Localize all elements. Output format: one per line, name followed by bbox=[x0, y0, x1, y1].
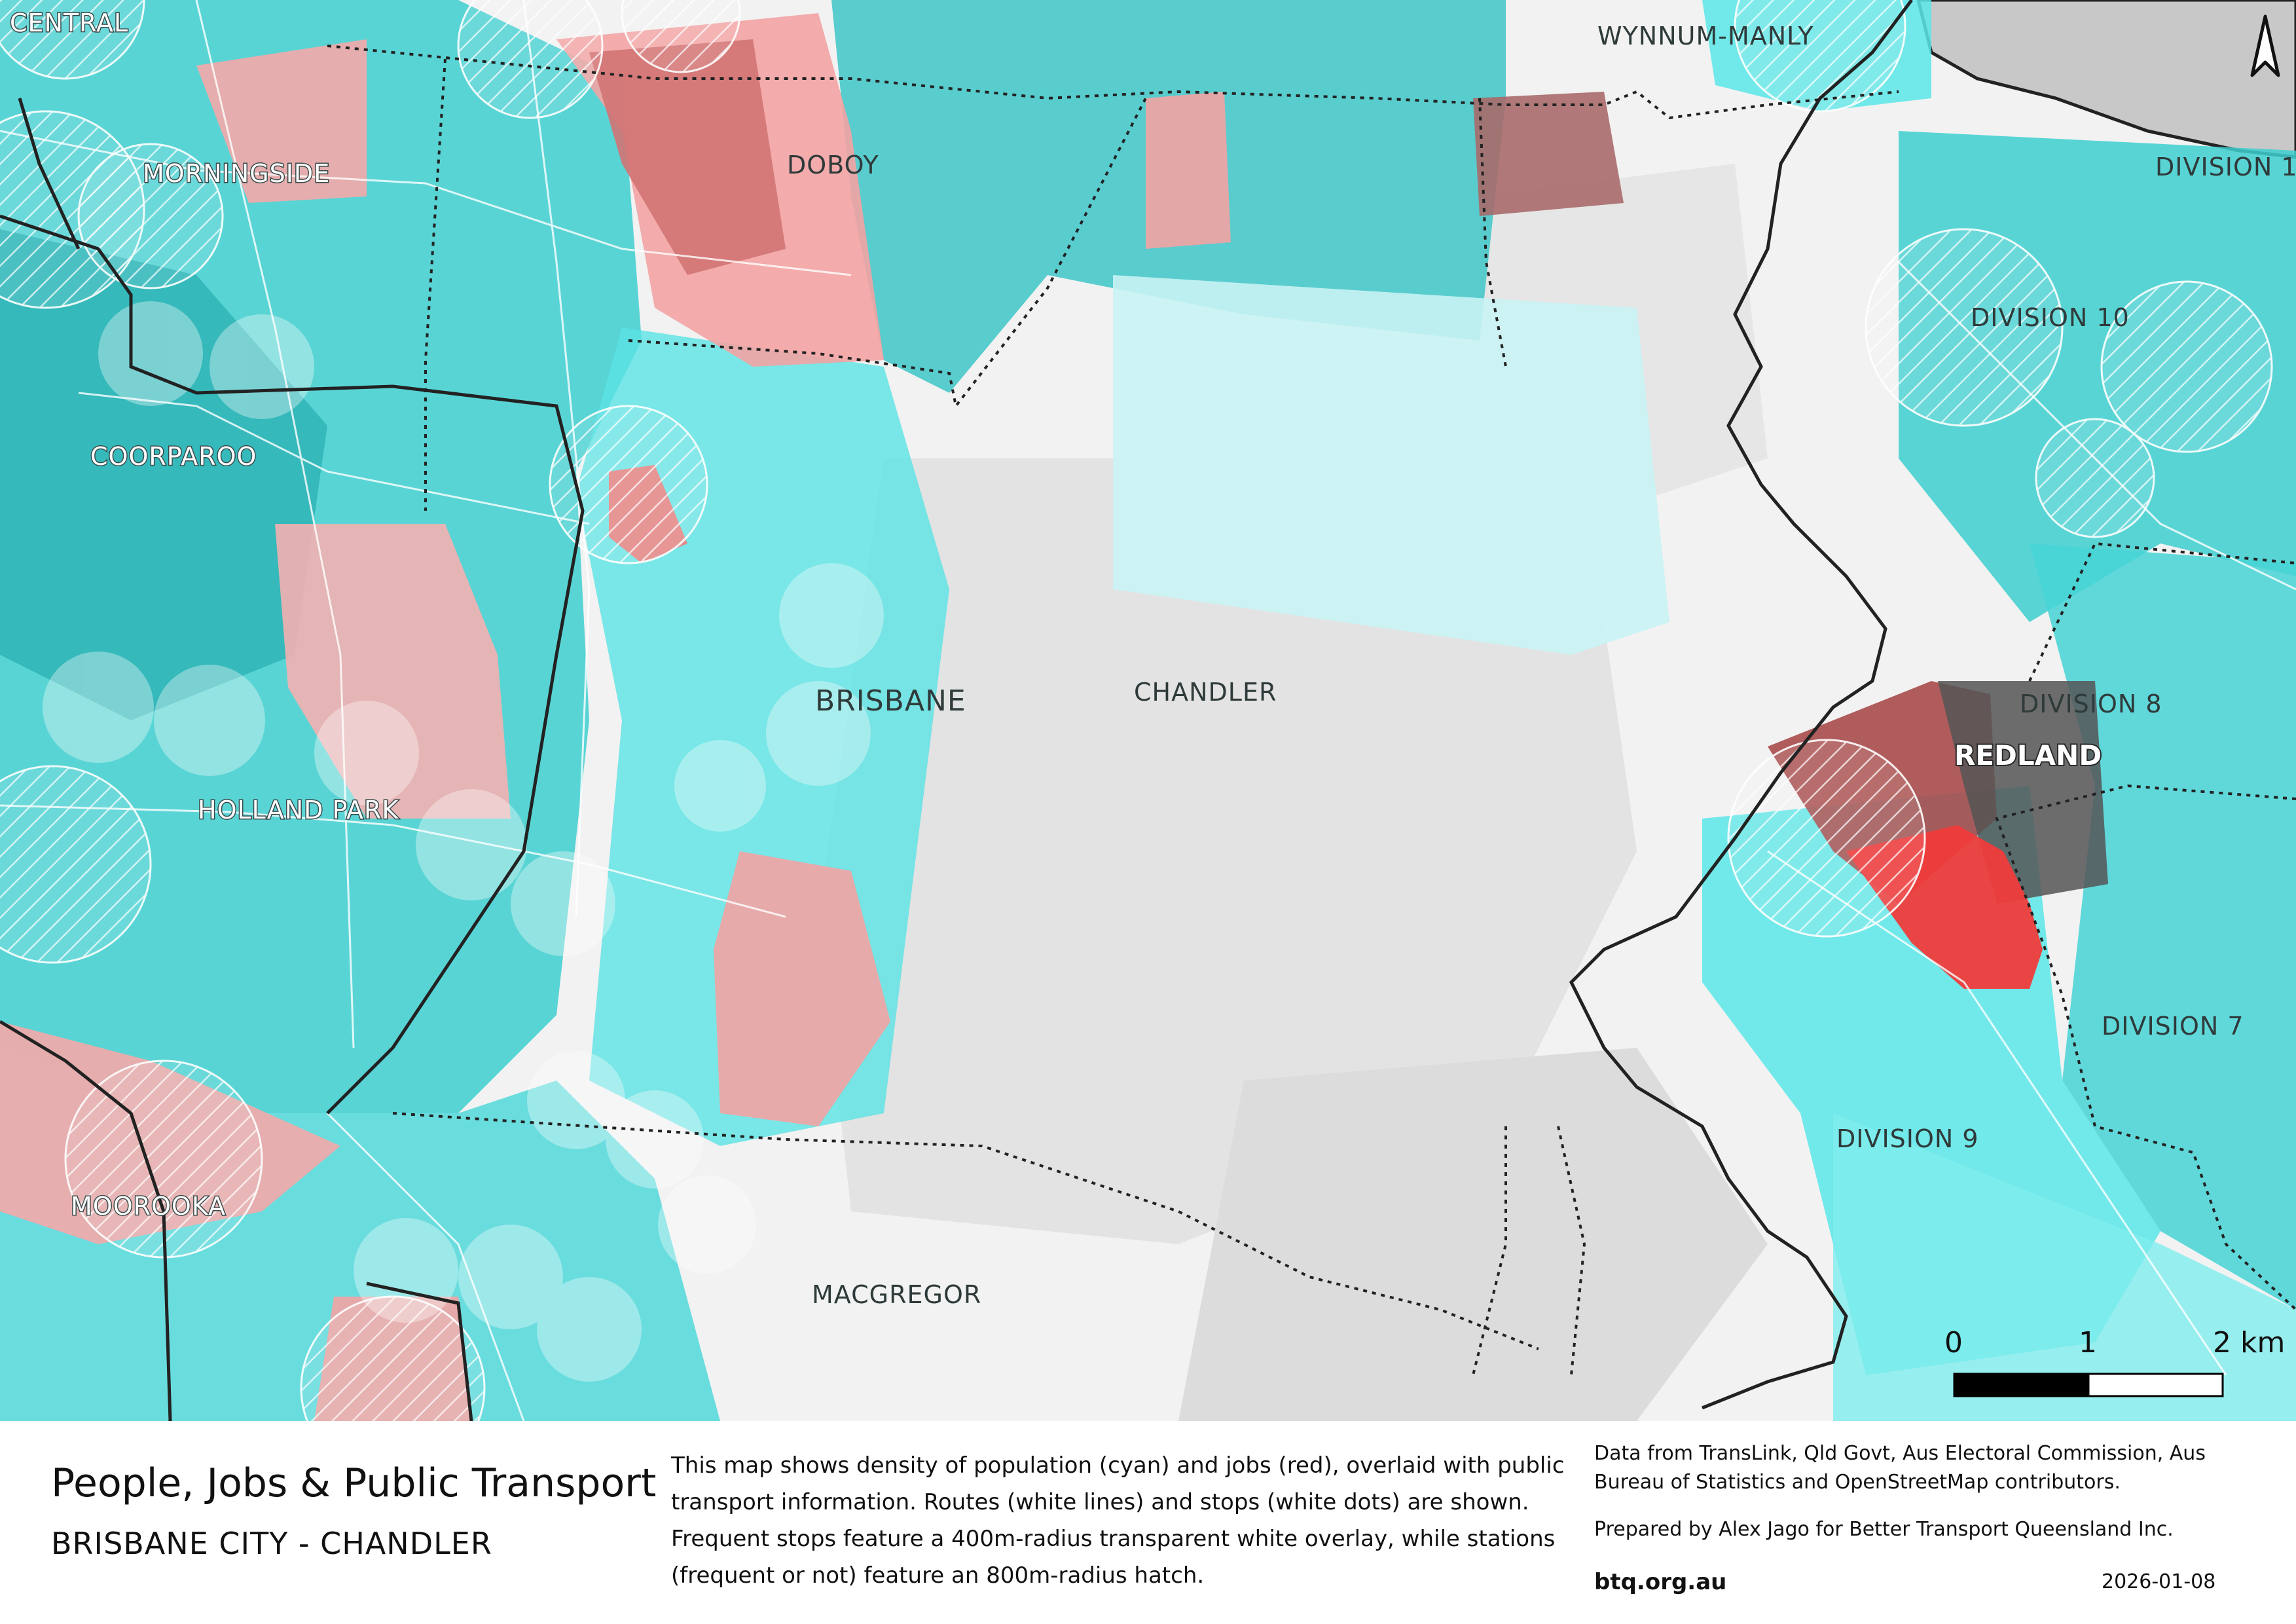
place-label-division-7: DIVISION 7 bbox=[2102, 1012, 2244, 1041]
electoral-boundaries bbox=[327, 45, 2296, 1376]
place-label-central: CENTRAL bbox=[10, 9, 128, 37]
map-footer: People, Jobs & Public Transport BRISBANE… bbox=[0, 1421, 2296, 1624]
place-label-division-10: DIVISION 10 bbox=[1971, 303, 2130, 332]
map-subtitle: BRISBANE CITY - CHANDLER bbox=[51, 1526, 492, 1561]
map-title: People, Jobs & Public Transport bbox=[51, 1460, 657, 1506]
scale-bar: 0 1 2 km bbox=[1944, 1326, 2285, 1397]
place-label-morningside: MORNINGSIDE bbox=[143, 159, 330, 188]
place-label-chandler: CHANDLER bbox=[1134, 678, 1277, 707]
place-label-redland: REDLAND bbox=[1954, 739, 2102, 771]
north-arrow-icon bbox=[2250, 14, 2280, 77]
place-label-moorooka: MOOROOKA bbox=[71, 1192, 226, 1221]
council-boundaries bbox=[0, 0, 1913, 1421]
place-label-wynnum-manly: WYNNUM-MANLY bbox=[1597, 22, 1814, 50]
prepared-by: Prepared by Alex Jago for Better Transpo… bbox=[1594, 1518, 2174, 1541]
data-credits: Data from TransLink, Qld Govt, Aus Elect… bbox=[1594, 1442, 2206, 1494]
place-label-brisbane: BRISBANE bbox=[815, 684, 966, 718]
place-label-division-11: DIVISION 11 bbox=[2155, 153, 2296, 181]
station-catchments bbox=[0, 0, 2273, 1421]
place-labels: CENTRAL WYNNUM-MANLY MORNINGSIDE DOBOY D… bbox=[9, 8, 2296, 1310]
scale-label-2km: 2 km bbox=[2213, 1326, 2285, 1359]
bay-water bbox=[1916, 0, 2296, 159]
place-label-division-8: DIVISION 8 bbox=[2020, 690, 2162, 718]
map-canvas[interactable]: CENTRAL WYNNUM-MANLY MORNINGSIDE DOBOY D… bbox=[0, 0, 2296, 1421]
scale-label-1: 1 bbox=[2079, 1326, 2097, 1359]
place-label-macgregor: MACGREGOR bbox=[812, 1280, 981, 1309]
scale-label-0: 0 bbox=[1944, 1326, 1963, 1359]
place-label-doboy: DOBOY bbox=[787, 151, 879, 179]
low-density-areas bbox=[818, 164, 1768, 1421]
website-link[interactable]: btq.org.au bbox=[1594, 1569, 1727, 1595]
place-label-holland-park: HOLLAND PARK bbox=[198, 796, 399, 824]
place-label-coorparoo: COORPAROO bbox=[90, 442, 257, 471]
map-description: This map shows density of population (cy… bbox=[671, 1452, 1565, 1589]
place-label-division-9: DIVISION 9 bbox=[1836, 1124, 1979, 1153]
map-date: 2026-01-08 bbox=[2102, 1570, 2216, 1593]
